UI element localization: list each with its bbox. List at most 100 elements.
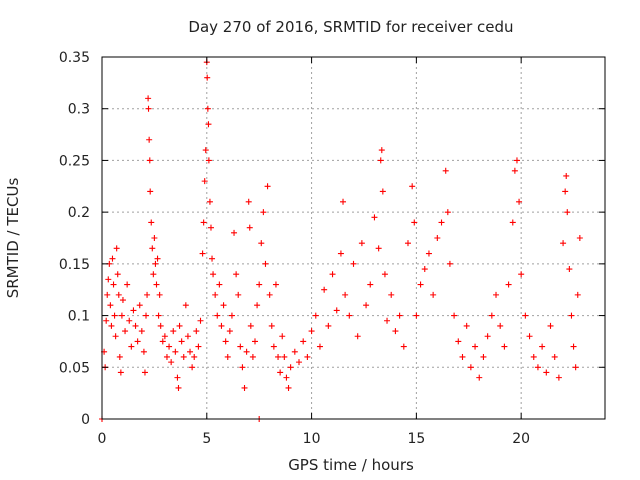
data-point — [197, 317, 204, 324]
data-point — [235, 291, 242, 298]
data-point — [513, 157, 520, 164]
x-tick-label: 10 — [303, 431, 321, 447]
data-point — [136, 302, 143, 309]
y-tick-label: 0.1 — [68, 309, 90, 325]
data-point — [147, 188, 154, 195]
data-point — [156, 291, 163, 298]
data-point — [118, 312, 125, 319]
data-point — [128, 343, 135, 350]
data-point — [312, 312, 319, 319]
data-point — [543, 369, 550, 376]
data-point — [110, 281, 117, 288]
data-point — [396, 312, 403, 319]
data-point — [113, 245, 120, 252]
data-point — [358, 240, 365, 247]
data-point — [511, 167, 518, 174]
data-point — [555, 374, 562, 381]
data-point — [518, 271, 525, 278]
data-points — [99, 59, 583, 422]
data-point — [434, 235, 441, 241]
data-point — [104, 291, 111, 298]
data-point — [576, 235, 583, 241]
data-point — [199, 250, 206, 257]
data-point — [218, 322, 225, 329]
data-point — [509, 219, 516, 226]
data-point — [111, 312, 118, 319]
data-point — [204, 74, 211, 81]
data-point — [191, 353, 198, 360]
data-point — [231, 229, 238, 236]
data-point — [526, 333, 533, 340]
data-point — [304, 353, 311, 360]
data-point — [209, 255, 216, 262]
data-point — [566, 266, 573, 273]
data-point — [459, 353, 466, 360]
data-point — [145, 105, 152, 112]
data-point — [291, 348, 298, 355]
data-point — [570, 343, 577, 350]
data-point — [105, 276, 112, 283]
data-point — [404, 240, 411, 247]
data-point — [375, 245, 382, 252]
data-point — [245, 198, 252, 205]
data-point — [530, 353, 537, 360]
data-point — [212, 291, 219, 298]
data-point — [560, 240, 567, 247]
data-point — [400, 343, 407, 350]
data-point — [220, 302, 227, 309]
data-point — [166, 343, 173, 350]
data-point — [574, 291, 581, 298]
y-tick-label: 0.2 — [68, 205, 90, 221]
data-point — [172, 348, 179, 355]
data-point — [463, 322, 470, 329]
data-point — [281, 353, 288, 360]
data-point — [283, 374, 290, 381]
data-point — [159, 338, 166, 345]
x-tick-label: 5 — [202, 431, 211, 447]
data-point — [210, 271, 217, 278]
x-axis-label: GPS time / hours — [288, 456, 414, 474]
data-point — [132, 322, 139, 329]
data-point — [378, 147, 385, 154]
data-point — [134, 338, 141, 345]
data-point — [321, 286, 328, 293]
data-point — [143, 312, 150, 319]
data-point — [157, 322, 164, 329]
data-point — [455, 338, 462, 345]
data-point — [246, 224, 253, 231]
data-point — [329, 271, 336, 278]
data-point — [119, 297, 126, 304]
data-point — [272, 281, 279, 288]
data-point — [150, 271, 157, 278]
data-point — [539, 343, 546, 350]
data-point — [153, 281, 160, 288]
data-point — [103, 317, 110, 324]
data-point — [350, 260, 357, 267]
data-point — [425, 250, 432, 257]
data-point — [562, 188, 569, 195]
x-tick-label: 15 — [407, 431, 425, 447]
data-point — [411, 219, 418, 226]
data-point — [112, 333, 119, 340]
data-point — [107, 302, 114, 309]
data-point — [287, 364, 294, 371]
data-point — [367, 281, 374, 288]
data-point — [114, 271, 121, 278]
data-point — [262, 260, 269, 267]
data-point — [161, 333, 168, 340]
data-point — [241, 384, 248, 391]
data-point — [117, 369, 124, 376]
data-point — [484, 333, 491, 340]
data-point — [207, 224, 214, 231]
data-point — [163, 353, 170, 360]
data-point — [371, 214, 378, 221]
data-point — [249, 353, 256, 360]
data-point — [109, 255, 116, 262]
data-point — [170, 328, 177, 335]
data-point — [472, 343, 479, 350]
data-point — [572, 364, 579, 371]
axes: 0 0.05 0.1 0.15 0.2 0.25 0.3 0.35 0 5 10 15 20 — [59, 50, 605, 447]
data-point — [467, 364, 474, 371]
data-point — [379, 188, 386, 195]
data-point — [138, 328, 145, 335]
